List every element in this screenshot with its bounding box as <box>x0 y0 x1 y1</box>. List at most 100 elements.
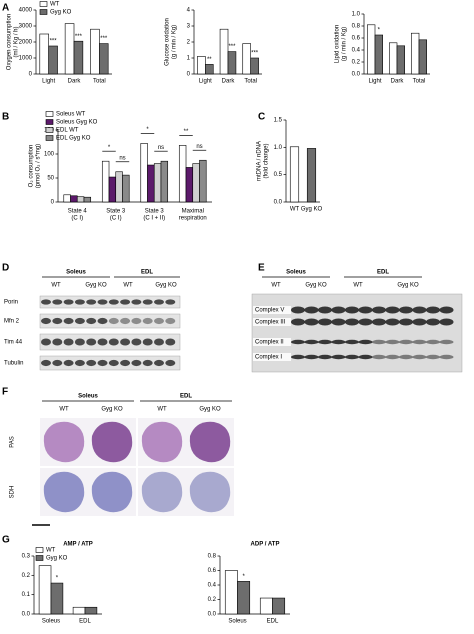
blot-band <box>304 339 319 345</box>
blot-band <box>345 318 359 326</box>
significance-label: * <box>378 28 381 34</box>
x-tick-label: Light <box>42 79 55 85</box>
blot-band <box>131 359 142 367</box>
significance-label: ** <box>184 129 189 135</box>
bar <box>108 176 117 203</box>
bar <box>48 45 58 75</box>
group-label: EDL <box>180 394 192 400</box>
chart-title: AMP / ATP <box>63 542 93 548</box>
legend-swatch <box>45 135 54 141</box>
legend-label: EDL Gyg KO <box>56 136 91 142</box>
y-tick-label: 0.4 <box>352 48 361 54</box>
blot-band <box>291 354 305 360</box>
blot-band <box>291 306 305 314</box>
blot-band <box>120 359 131 367</box>
blot-band <box>412 354 427 360</box>
blot-band <box>385 306 400 314</box>
y-tick-label: 0.6 <box>352 36 361 42</box>
blot-band <box>358 306 373 314</box>
y-tick-label: 0.0 <box>352 72 361 78</box>
blot-band <box>318 306 332 314</box>
blot-band <box>63 299 74 305</box>
tissue-section <box>141 471 183 513</box>
blot-band <box>154 299 164 305</box>
y-tick-label: 4000 <box>19 8 33 14</box>
y-tick-label: 1.0 <box>352 12 361 18</box>
blot-row-label: Complex V <box>255 308 284 314</box>
bar <box>76 196 85 203</box>
blot-band <box>399 306 413 314</box>
blot-row-label: Tim 44 <box>4 340 23 346</box>
blot-band <box>97 317 108 325</box>
genotype-label: Gyg KO <box>85 283 107 289</box>
tissue-section <box>189 421 231 463</box>
blot-band <box>345 339 359 345</box>
blot-band <box>108 317 119 325</box>
chart-title: ADP / ATP <box>251 542 280 548</box>
y-tick-label: 1.0 <box>274 145 283 151</box>
blot-band <box>385 354 400 360</box>
blot-band <box>412 339 427 345</box>
legend-label: Gyg KO <box>46 556 68 562</box>
blot-band <box>318 354 332 360</box>
bar <box>84 606 98 615</box>
y-axis-label: Glucose oxidation(g / min / Kg) <box>164 18 177 66</box>
x-tick-label: Dark <box>68 79 82 85</box>
blot-band <box>63 317 74 325</box>
blot-band <box>165 359 176 367</box>
blot-band <box>439 339 454 345</box>
bar <box>90 28 100 75</box>
y-tick-label: 100 <box>44 152 55 158</box>
significance-label: *** <box>75 34 83 40</box>
panel-letter: E <box>258 263 265 274</box>
blot-band <box>399 339 413 345</box>
blot-band <box>165 317 176 325</box>
bar <box>237 581 251 615</box>
blot-band <box>412 318 427 326</box>
bar <box>115 171 123 203</box>
blot-band <box>86 299 97 305</box>
blot-band <box>345 306 359 314</box>
significance-label: *** <box>100 36 108 42</box>
blot-band <box>331 318 346 326</box>
blot-band <box>131 299 142 305</box>
blot-band <box>399 318 413 326</box>
group-label: Soleus <box>78 394 98 400</box>
bar <box>178 145 187 203</box>
genotype-label: WT <box>271 283 281 289</box>
blot-band <box>86 338 97 346</box>
significance-label: * <box>146 127 149 133</box>
bar <box>73 40 84 75</box>
blot-band <box>318 339 332 345</box>
bar <box>224 570 238 615</box>
bar <box>388 42 398 75</box>
bar <box>63 194 71 203</box>
y-tick-label: 0.2 <box>208 597 217 603</box>
bar <box>64 23 75 75</box>
y-tick-label: 0 <box>51 200 55 206</box>
x-tick-label: EDL <box>79 619 91 625</box>
tissue-section <box>189 471 231 513</box>
blot-band <box>372 354 386 360</box>
y-axis-label: mtDNA / nDNA(fold change) <box>256 141 269 181</box>
blot-band <box>439 354 454 360</box>
blot-band <box>142 338 153 346</box>
bar <box>410 32 420 75</box>
blot-band <box>41 359 51 367</box>
bar <box>38 565 52 615</box>
legend-swatch <box>39 1 48 7</box>
stain-label: PAS <box>10 436 16 448</box>
legend-label: EDL WT <box>56 128 79 134</box>
bar <box>70 195 78 203</box>
bar <box>153 163 162 203</box>
blot-label-bg <box>253 318 291 326</box>
blot-band <box>108 359 119 367</box>
legend-swatch <box>45 111 54 117</box>
bar <box>160 160 169 203</box>
genotype-label: WT <box>123 283 133 289</box>
significance-label: * <box>56 576 59 582</box>
bar <box>374 34 383 75</box>
x-tick-label: WT <box>290 207 300 213</box>
blot-band <box>97 359 108 367</box>
blot-band <box>142 317 153 325</box>
